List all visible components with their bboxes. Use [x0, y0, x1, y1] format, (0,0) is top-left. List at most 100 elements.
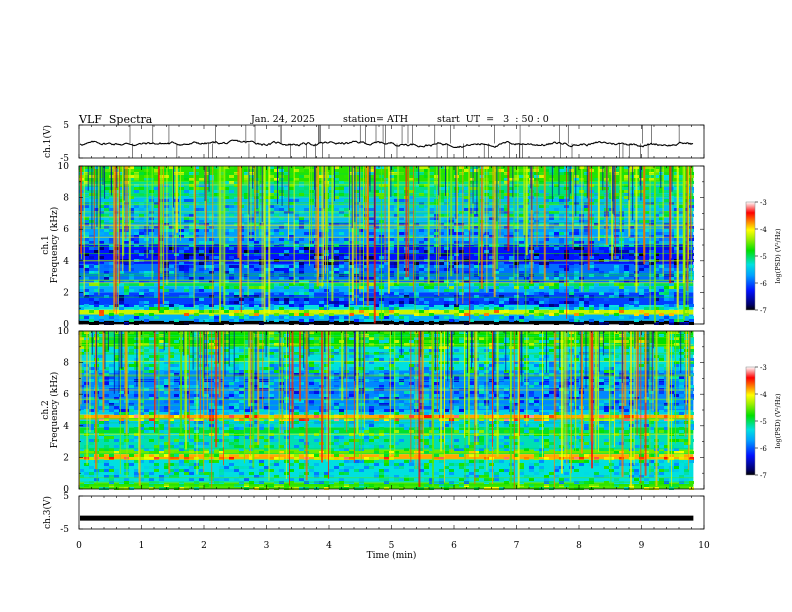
sferic-mark	[513, 166, 515, 285]
sferic-mark	[408, 166, 410, 243]
sferic-mark	[683, 166, 685, 276]
sferic-mark	[168, 331, 171, 474]
sferic-mark	[496, 331, 499, 457]
sferic-mark	[155, 331, 157, 416]
sferic-mark	[541, 331, 543, 458]
sferic-mark	[493, 166, 496, 297]
sferic-mark	[570, 331, 572, 482]
sferic-mark	[655, 331, 657, 435]
freq-band	[79, 427, 694, 434]
sferic-mark	[217, 166, 219, 237]
sferic-mark	[212, 166, 214, 314]
sferic-mark	[380, 166, 382, 322]
sferic-mark	[387, 166, 390, 294]
sferic-mark	[353, 331, 355, 463]
sferic-mark	[322, 166, 324, 280]
sferic-mark	[666, 331, 668, 403]
y-tick-label: -5	[60, 154, 69, 164]
sferic-mark	[102, 331, 105, 413]
sferic-mark	[635, 331, 637, 412]
y-tick-label: 10	[58, 162, 70, 172]
sferic-mark	[464, 331, 466, 480]
sferic-mark	[363, 166, 365, 308]
sferic-mark	[329, 331, 331, 459]
sferic-mark	[507, 166, 510, 252]
date-label: Jan. 24, 2025	[251, 114, 315, 125]
sferic-mark	[179, 166, 181, 241]
y-tick-label: 5	[63, 492, 69, 502]
sferic-mark	[373, 166, 376, 324]
colorbar	[745, 366, 756, 476]
sferic-mark	[291, 331, 294, 429]
sferic-mark	[215, 331, 218, 448]
sferic-mark	[128, 166, 131, 272]
sferic-mark	[193, 166, 195, 309]
sferic-mark	[397, 166, 400, 285]
sferic-mark	[628, 166, 631, 237]
sferic-mark	[151, 166, 153, 281]
station-label: station= ATH	[343, 114, 408, 125]
sferic-mark	[364, 331, 366, 402]
ch1-waveform	[79, 125, 694, 158]
sferic-mark	[474, 331, 476, 485]
sferic-mark	[610, 331, 612, 487]
y-axis-label: ch.1(V)	[42, 125, 53, 158]
sferic-mark	[201, 331, 204, 397]
sferic-mark	[439, 166, 441, 258]
sferic-mark	[415, 331, 417, 469]
ch1-waveform-frame	[78, 124, 705, 159]
y-tick-label: 6	[63, 225, 69, 235]
sferic-mark	[346, 331, 348, 433]
sferic-mark	[469, 166, 471, 323]
sferic-mark	[278, 331, 280, 461]
y-tick-label: 0	[63, 485, 69, 495]
sferic-mark	[620, 166, 622, 260]
sferic-mark	[451, 331, 453, 453]
sferic-mark	[611, 166, 614, 261]
axes	[78, 124, 705, 530]
sferic-mark	[126, 166, 128, 231]
sferic-mark	[553, 331, 555, 488]
sferic-mark	[206, 331, 208, 422]
sferic-mark	[94, 331, 97, 470]
sferic-mark	[614, 166, 616, 259]
sferic-mark	[555, 331, 557, 421]
sferic-mark	[243, 331, 245, 464]
sferic-mark	[205, 166, 207, 242]
sferic-mark	[517, 331, 520, 488]
sferic-mark	[222, 331, 224, 448]
sferic-mark	[421, 331, 423, 435]
colorbar-tick-label: -6	[760, 280, 767, 288]
sferic-mark	[588, 331, 591, 433]
sferic-mark	[499, 166, 501, 237]
sferic-mark	[492, 166, 494, 278]
x-tick-label: 1	[139, 541, 145, 551]
sferic-mark	[321, 331, 324, 463]
sferic-mark	[119, 331, 121, 475]
sferic-mark	[431, 331, 433, 434]
sferic-mark	[360, 331, 362, 462]
sferic-mark	[258, 166, 260, 237]
sferic-mark	[443, 331, 445, 444]
sferic-mark	[119, 166, 121, 284]
sferic-mark	[662, 166, 664, 277]
sferic-mark	[251, 331, 253, 403]
sferic-mark	[486, 331, 488, 471]
sferic-mark	[653, 166, 656, 323]
sferic-mark	[597, 166, 600, 241]
sferic-mark	[153, 331, 155, 433]
sferic-mark	[450, 166, 453, 277]
sferic-mark	[331, 166, 334, 302]
sferic-mark	[652, 331, 654, 411]
sferic-mark	[250, 331, 252, 456]
x-tick-label: 2	[201, 541, 207, 551]
y-axis-label: Frequency (kHz)	[49, 372, 60, 449]
sferic-mark	[566, 166, 568, 319]
sferic-mark	[250, 166, 252, 240]
y-axis-label: ch.2	[41, 400, 51, 419]
sferic-mark	[486, 166, 488, 293]
sferic-mark	[667, 331, 670, 463]
sferic-mark	[475, 331, 477, 426]
sferic-mark	[80, 166, 83, 254]
x-tick-label: 10	[698, 541, 710, 551]
